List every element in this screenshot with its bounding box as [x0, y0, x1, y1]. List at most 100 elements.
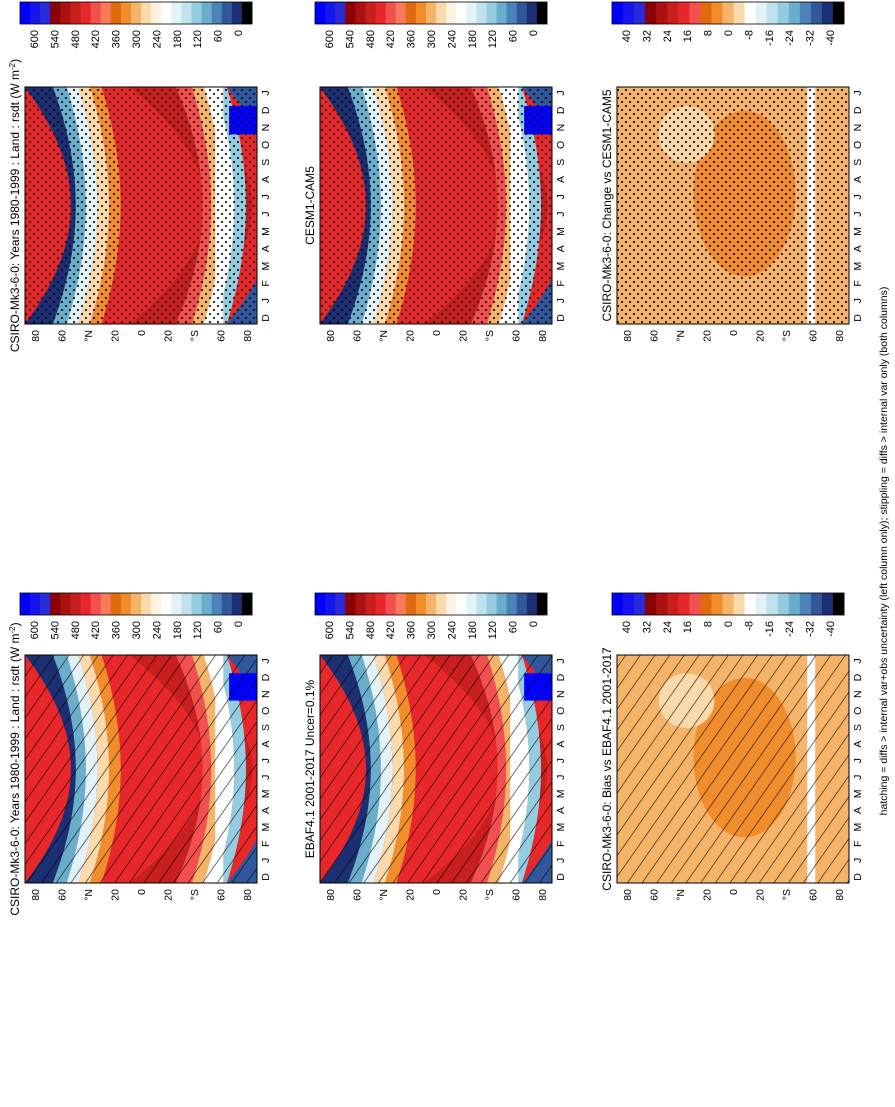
colorbar-swatch — [191, 2, 202, 24]
month-tick-label: J — [260, 90, 272, 95]
lat-tick-label: 60 — [808, 330, 820, 342]
month-tick-label: F — [555, 280, 567, 286]
colorbar-swatch — [70, 2, 81, 24]
month-tick-label: D — [555, 106, 567, 114]
panel-title-text: CSIRO-Mk3-6-0: Years 1980-1999 : Land : … — [8, 70, 22, 352]
lat-tick-label: 60 — [511, 889, 523, 901]
lat-tick-label: 20 — [110, 889, 122, 901]
colorbar-swatch — [476, 2, 487, 24]
colorbar-swatch — [405, 593, 417, 615]
colorbar-swatch — [201, 2, 213, 24]
month-tick-label: D — [555, 673, 567, 681]
colorbar-tick-label: 420 — [90, 30, 102, 48]
colorbar-swatch — [70, 593, 81, 615]
lat-tick-label: 80 — [834, 330, 846, 342]
panel-title: EBAF4.1 2001-2017 Uncer=0.1% — [303, 679, 317, 858]
lat-tick-label: 20 — [110, 330, 122, 342]
overlay-hatch — [25, 655, 257, 883]
colorbar-swatch — [612, 593, 624, 615]
colorbar-tick-label: 480 — [70, 621, 82, 639]
colorbar-swatch — [656, 593, 668, 615]
colorbar-swatch — [634, 593, 646, 615]
colorbar-tick-label: -32 — [805, 30, 817, 46]
colorbar-swatch — [325, 2, 336, 24]
footer-note: hatching = diffs > internal var+obs unce… — [878, 287, 890, 816]
colorbar-tick-label: -32 — [805, 621, 817, 637]
overlay-stipple — [320, 87, 552, 324]
colorbar-tick-label: 0 — [233, 621, 245, 627]
colorbar-tick-label: 0 — [723, 30, 735, 36]
colorbar-tick-label: 32 — [641, 621, 653, 633]
panel-field — [25, 87, 257, 324]
month-tick-label: M — [555, 227, 567, 236]
colorbar-swatch — [623, 2, 635, 24]
colorbar-swatch — [612, 2, 624, 24]
month-tick-label: F — [852, 841, 864, 847]
month-tick-label: A — [852, 741, 864, 748]
panel-frame — [616, 86, 850, 325]
colorbar-tick-label: 120 — [192, 621, 204, 639]
colorbar-tick-label: 240 — [446, 621, 458, 639]
colorbar-tick-label: 60 — [213, 621, 225, 633]
month-tick-label: J — [555, 775, 567, 780]
colorbar-swatch — [496, 2, 508, 24]
colorbar-swatch — [221, 593, 233, 615]
colorbar-swatch — [181, 593, 192, 615]
colorbar-swatch — [667, 2, 679, 24]
colorbar-swatch — [700, 593, 712, 615]
colorbar-swatch — [516, 593, 528, 615]
month-tick-label: S — [555, 159, 567, 166]
colorbar-tick-label: 180 — [172, 621, 184, 639]
colorbar-swatch — [385, 593, 397, 615]
colorbar: 40 32 24 16 8 0 -8 -16 -24 -32 -40 — [611, 1, 845, 46]
month-tick-label: N — [555, 124, 567, 132]
month-tick-label: J — [555, 194, 567, 199]
lat-tick-label: 20 — [405, 330, 417, 342]
colorbar-frame — [314, 592, 548, 616]
month-tick-label: D — [555, 314, 567, 322]
month-tick-label: D — [852, 106, 864, 114]
month-tick-label: A — [260, 245, 272, 252]
lat-tick-label: 20 — [702, 330, 714, 342]
colorbar-swatch — [788, 2, 801, 24]
colorbar-tick-label: 16 — [682, 621, 694, 633]
lat-tick-label: 80 — [622, 330, 634, 342]
colorbar-swatch — [711, 593, 723, 615]
lat-tick-label: 60 — [649, 330, 661, 342]
panel-title-text: CSIRO-Mk3-6-0: Change vs CESM1-CAM5 — [600, 89, 614, 321]
lat-tick-label: 20 — [702, 889, 714, 901]
month-tick-label: D — [852, 873, 864, 881]
colorbar-tick-label: 360 — [406, 30, 418, 48]
lat-tick-label: 60 — [216, 330, 228, 342]
month-tick-label: F — [260, 841, 272, 847]
month-tick-label: J — [555, 90, 567, 95]
colorbar-tick-label: 60 — [508, 30, 520, 42]
month-tick-label: J — [260, 658, 272, 663]
panel-frame — [24, 86, 258, 325]
colorbar-swatch — [355, 593, 366, 615]
panel-title-text: EBAF4.1 2001-2017 Uncer=0.1% — [303, 679, 317, 858]
month-tick-label: J — [260, 298, 272, 303]
colorbar-swatch — [345, 2, 356, 24]
month-tick-label: A — [555, 245, 567, 252]
lat-tick-label: 20 — [163, 330, 175, 342]
colorbar-swatch — [90, 2, 102, 24]
colorbar-swatch — [755, 2, 768, 24]
colorbar-swatch — [141, 593, 152, 615]
panel-title-close: ) — [8, 59, 22, 63]
month-tick-label: O — [555, 141, 567, 149]
month-tick-label: J — [260, 775, 272, 780]
colorbar-swatch — [120, 2, 132, 24]
lat-tick-label: 20 — [458, 889, 470, 901]
colorbar-tick-label: 32 — [641, 30, 653, 42]
month-tick-label: D — [260, 314, 272, 322]
colorbar-swatch — [415, 2, 427, 24]
month-tick-label: S — [555, 724, 567, 731]
lat-tick-label: 20 — [755, 330, 767, 342]
colorbar-swatch — [722, 2, 734, 24]
panel-field — [617, 87, 849, 324]
colorbar-tick-label: 300 — [426, 621, 438, 639]
month-tick-label: A — [260, 807, 272, 814]
colorbar-tick-label: 540 — [49, 621, 61, 639]
overlay-hatch — [617, 655, 849, 883]
